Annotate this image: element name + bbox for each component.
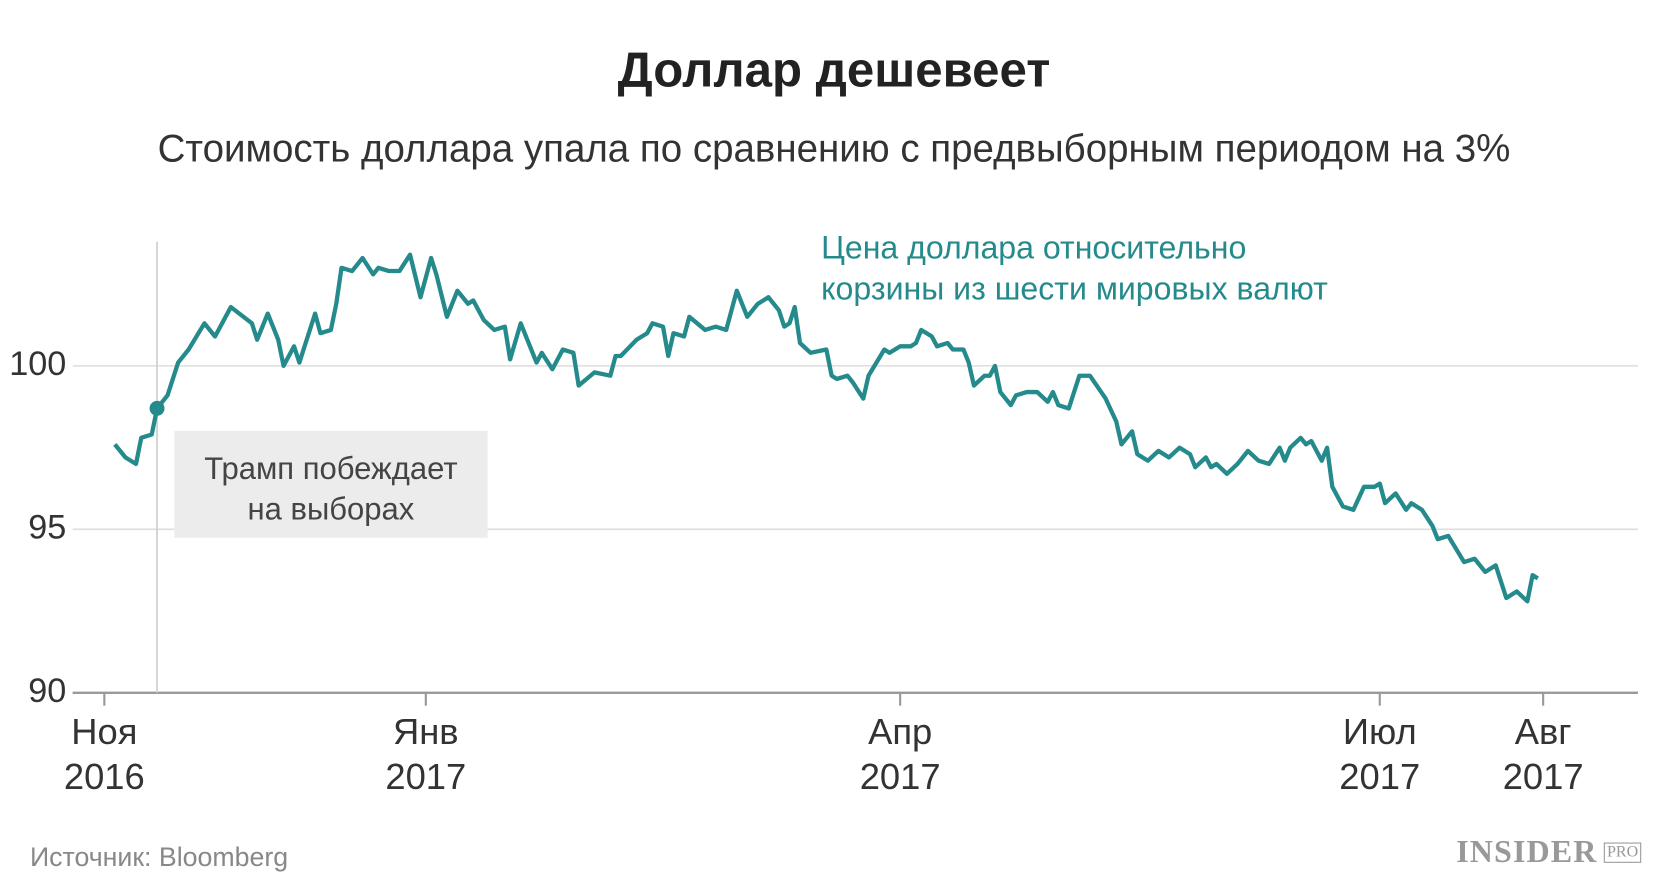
x-tick-label: Апр 2017 (859, 712, 941, 798)
x-tick-label: Ноя 2016 (63, 712, 145, 798)
x-tick-label: Авг 2017 (1502, 712, 1584, 798)
logo-badge: PRO (1603, 842, 1642, 863)
y-tick-label: 95 (28, 508, 66, 546)
event-point (149, 400, 165, 416)
x-tick-label: Янв 2017 (385, 712, 467, 798)
series-label: Цена доллара относительно корзины из шес… (821, 230, 1328, 307)
annotation-box (174, 430, 488, 538)
logo: INSIDER (1456, 833, 1598, 870)
chart-title: Доллар дешевеет (617, 41, 1051, 98)
source: Источник: Bloomberg (29, 842, 289, 873)
chart-subtitle: Стоимость доллара упала по сравнению с п… (157, 126, 1511, 171)
x-tick-label: Июл 2017 (1339, 712, 1421, 798)
annotation-label: Трамп побеждает на выборах (204, 452, 458, 528)
y-tick-label: 90 (28, 672, 66, 710)
y-tick-label: 100 (9, 345, 66, 383)
series-line (113, 252, 1539, 604)
